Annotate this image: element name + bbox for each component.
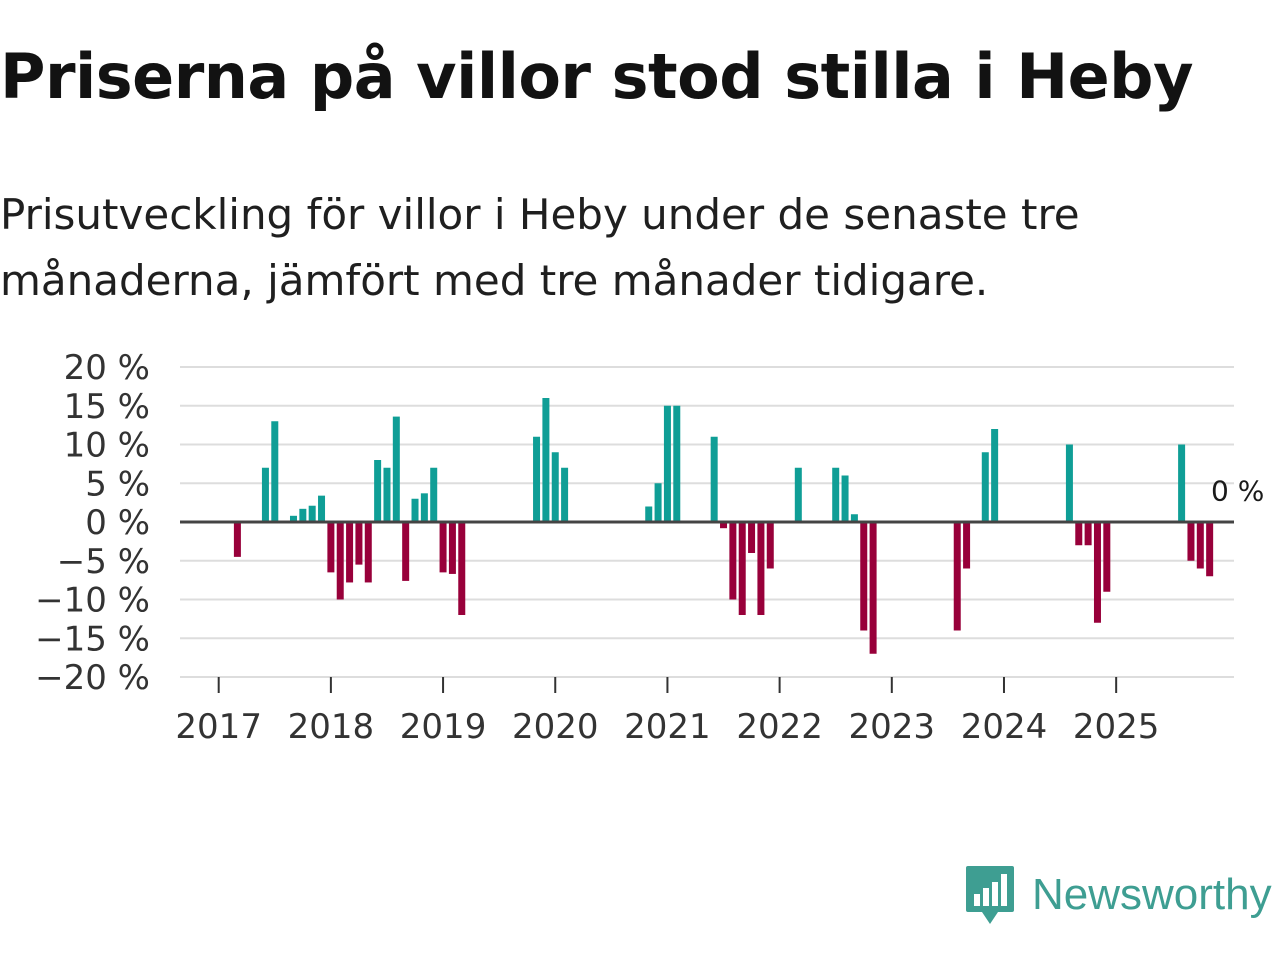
bar <box>1084 522 1092 546</box>
x-tick-label: 2025 <box>1073 707 1160 747</box>
annotations: 0 % <box>1211 474 1264 507</box>
bar <box>542 398 550 522</box>
y-tick-label: −20 % <box>35 658 150 698</box>
y-tick-label: 10 % <box>64 426 150 466</box>
bar <box>673 405 681 522</box>
price-change-bar-chart: 20 %15 %10 %5 %0 %−5 %−10 %−15 %−20 % 20… <box>35 348 1264 747</box>
bar <box>1075 522 1083 546</box>
bar <box>1103 522 1111 592</box>
bar <box>963 522 971 569</box>
last-value-annotation: 0 % <box>1211 474 1264 507</box>
x-tick-label: 2019 <box>400 707 487 747</box>
bar <box>392 416 400 522</box>
bar <box>1093 522 1101 623</box>
bar <box>1196 522 1204 569</box>
chart-title: Priserna på villor stod stilla i Heby <box>0 40 1193 113</box>
x-tick-label: 2022 <box>736 707 823 747</box>
bar <box>1206 522 1214 577</box>
bar <box>261 467 269 522</box>
bar <box>458 522 466 615</box>
bar <box>448 522 456 574</box>
bar <box>327 522 335 573</box>
x-axis-ticks: 2017 2018 2019 2020 2021 2022 2023 2024 2025 <box>175 677 1159 747</box>
bar <box>289 515 297 522</box>
bar <box>374 460 382 522</box>
bar <box>346 522 354 583</box>
bar <box>710 436 718 522</box>
newsworthy-logo-text: Newsworthy <box>1032 870 1272 919</box>
bar <box>233 522 241 557</box>
bar <box>981 452 989 522</box>
y-tick-label: 0 % <box>85 503 150 543</box>
x-tick-label: 2023 <box>849 707 936 747</box>
bar <box>439 522 447 573</box>
bar <box>991 429 999 522</box>
bar <box>1065 444 1073 522</box>
bar <box>766 522 774 569</box>
bar <box>1178 444 1186 522</box>
bar <box>1187 522 1195 561</box>
bar <box>720 522 728 529</box>
bar <box>561 467 569 522</box>
bars <box>233 398 1214 654</box>
bar <box>738 522 746 615</box>
bar <box>533 436 541 522</box>
bar <box>869 522 877 654</box>
bar <box>355 522 363 565</box>
bar <box>832 467 840 522</box>
y-tick-label: −5 % <box>57 542 150 582</box>
bar <box>663 405 671 522</box>
x-tick-label: 2017 <box>175 707 262 747</box>
x-tick-label: 2024 <box>961 707 1048 747</box>
bar <box>757 522 765 615</box>
newsworthy-logo: Newsworthy <box>964 864 1272 926</box>
bar <box>841 475 849 522</box>
x-tick-label: 2020 <box>512 707 599 747</box>
y-tick-label: 20 % <box>64 348 150 388</box>
chart-subtitle: Prisutveckling för villor i Heby under d… <box>0 190 1080 305</box>
y-axis-ticks: 20 %15 %10 %5 %0 %−5 %−10 %−15 %−20 % <box>35 348 150 698</box>
bar <box>430 467 438 522</box>
bar <box>850 514 858 522</box>
bar <box>271 421 279 522</box>
x-tick-label: 2021 <box>624 707 711 747</box>
newsworthy-logo-icon <box>966 866 1014 924</box>
bar <box>748 522 756 553</box>
bar <box>794 467 802 522</box>
y-tick-label: 15 % <box>64 387 150 427</box>
y-tick-label: 5 % <box>85 464 150 504</box>
bar <box>318 495 326 522</box>
bar <box>402 522 410 581</box>
bar <box>383 467 391 522</box>
bar <box>308 505 316 522</box>
bar <box>654 483 662 522</box>
bar <box>860 522 868 631</box>
bar <box>953 522 961 631</box>
bar <box>420 493 428 522</box>
bar <box>299 508 307 522</box>
bar <box>364 522 372 583</box>
y-tick-label: −15 % <box>35 619 150 659</box>
x-tick-label: 2018 <box>288 707 375 747</box>
bar <box>411 498 419 522</box>
bar <box>551 452 559 522</box>
y-tick-label: −10 % <box>35 581 150 621</box>
bar <box>729 522 737 600</box>
bar <box>336 522 344 600</box>
bar <box>645 506 653 522</box>
